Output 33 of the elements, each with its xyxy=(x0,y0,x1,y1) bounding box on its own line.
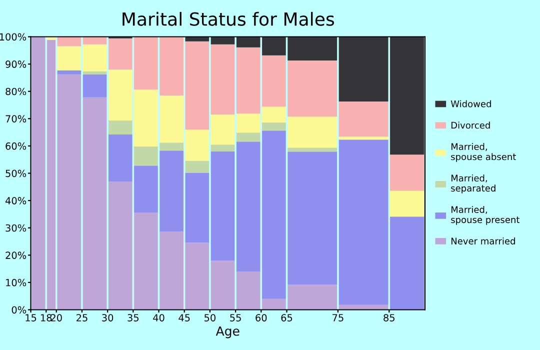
y-tick-label: 80% xyxy=(6,88,26,96)
legend-label: Divorced xyxy=(451,122,490,129)
x-tick-label: 55 xyxy=(230,314,241,322)
y-tick-label: 20% xyxy=(6,252,26,259)
x-tick-label: 35 xyxy=(128,314,139,322)
x-axis-title: Age xyxy=(216,326,240,338)
y-tick-label: 10% xyxy=(6,278,26,286)
x-tick-label: 18 xyxy=(41,314,52,322)
legend-label: Never married xyxy=(451,237,515,244)
y-tick-label: 100% xyxy=(0,33,26,41)
x-tick-label: 85 xyxy=(384,314,394,322)
y-tick-label: 90% xyxy=(6,60,26,68)
y-tick-label: 0% xyxy=(12,306,26,314)
y-tick-label: 60% xyxy=(6,142,26,150)
x-tick-label: 45 xyxy=(178,314,190,322)
chart-title: Marital Status for Males xyxy=(122,12,334,26)
x-tick-label: 65 xyxy=(281,314,292,322)
x-tick-label: 40 xyxy=(153,314,164,322)
legend-label: Married, spouse present xyxy=(451,206,520,225)
x-tick-label: 30 xyxy=(102,314,114,322)
y-tick-label: 30% xyxy=(6,224,26,232)
x-tick-label: 50 xyxy=(204,314,216,322)
legend-label: Widowed xyxy=(450,100,491,108)
x-tick-label: 75 xyxy=(332,314,344,322)
x-tick-label: 25 xyxy=(76,314,88,322)
y-tick-label: 50% xyxy=(6,170,26,178)
legend-label: Married, separated xyxy=(451,174,496,194)
legend-label: Married, spouse absent xyxy=(451,143,516,162)
y-tick-label: 70% xyxy=(6,115,26,122)
x-tick-label: 60 xyxy=(256,314,267,322)
x-tick-label: 15 xyxy=(26,314,36,322)
y-tick-label: 40% xyxy=(5,197,26,204)
x-tick-label: 20 xyxy=(50,314,62,322)
